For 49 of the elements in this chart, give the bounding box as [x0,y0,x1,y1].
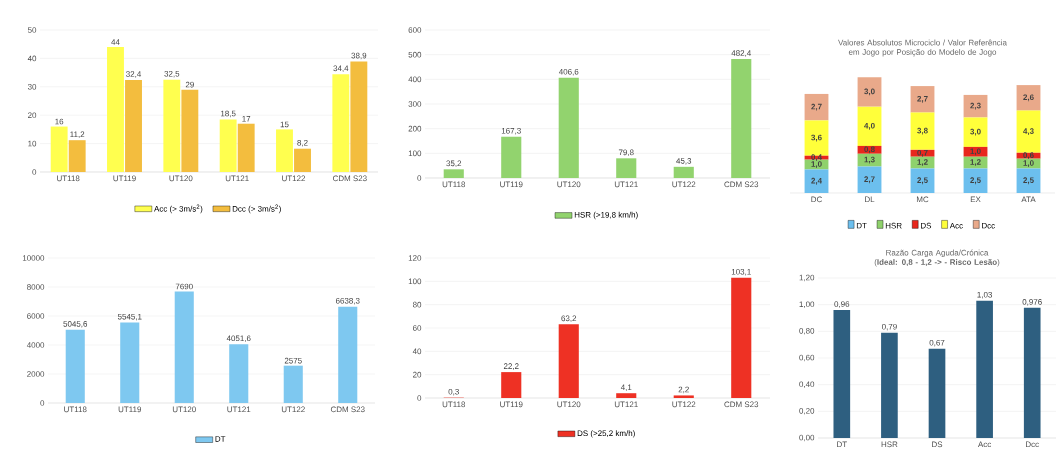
bar [1016,110,1041,153]
bar [558,324,579,398]
bar [833,310,851,438]
bar [125,79,142,172]
bar [616,158,637,178]
bar [338,306,358,403]
bar [163,79,181,172]
bar [1023,307,1041,438]
bar [443,169,464,178]
bar [910,112,935,150]
bar [857,106,882,146]
bar [881,332,898,438]
bar [963,168,988,193]
bar [963,117,988,147]
bar [1016,168,1041,193]
bar [616,393,637,398]
bar [976,300,993,438]
bar [910,168,935,193]
bar [804,120,829,156]
bar [1016,85,1041,111]
bar [237,123,255,172]
bar [857,77,882,107]
bar [283,365,303,403]
bar [68,140,86,172]
bar [558,77,579,178]
bar [501,372,522,398]
bar [120,322,140,403]
bar [731,59,752,178]
bar [804,93,829,121]
bar [857,153,882,167]
bar [350,61,368,172]
bar [65,329,85,403]
bar [276,129,293,172]
bar [857,166,882,193]
bar [174,291,194,403]
bar [219,119,237,172]
bar [107,47,124,172]
bar [673,395,694,398]
bar [294,148,311,172]
bar [181,89,199,172]
bar [332,74,350,172]
bar [804,169,829,193]
bar [501,136,522,178]
bar [731,277,752,398]
bar [229,344,249,403]
bar [50,126,68,172]
bar [928,348,946,438]
bar [910,86,935,113]
bar [673,166,694,178]
